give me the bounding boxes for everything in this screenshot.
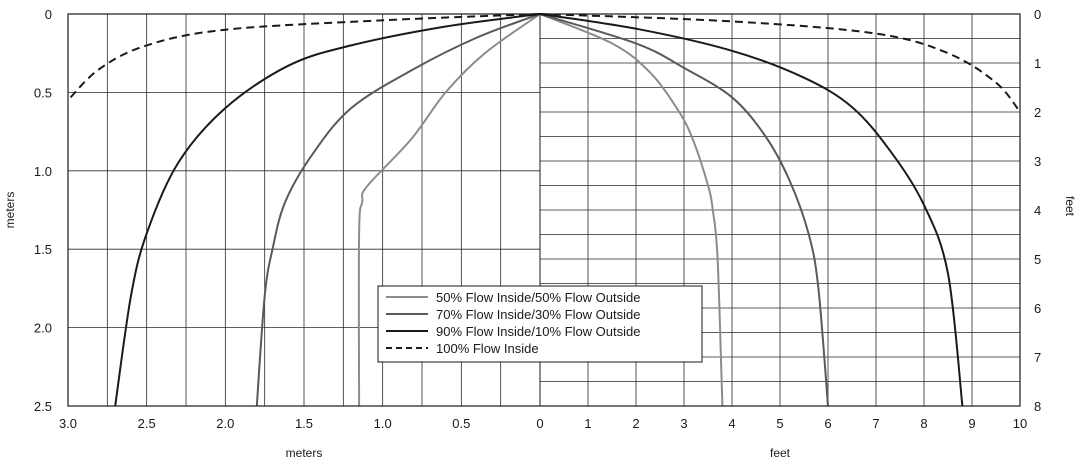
left-y-axis-title: meters [3, 192, 17, 229]
legend-entry-3: 90% Flow Inside/10% Flow Outside [436, 324, 640, 339]
right-y-tick-label: 8 [1034, 399, 1041, 414]
left-y-tick-label: 1.5 [34, 242, 52, 257]
right-y-tick-label: 7 [1034, 350, 1041, 365]
right-y-tick-label: 0 [1034, 7, 1041, 22]
legend-box [377, 285, 703, 363]
series-1-right-line [539, 13, 724, 407]
right-x-tick-label: 8 [920, 416, 927, 431]
series-3-right-line [539, 13, 964, 407]
right-y-tick-label: 3 [1034, 154, 1041, 169]
plot-frame [67, 13, 1021, 407]
tick-labels: 0 0.5 1.0 1.5 2.0 2.5 3.0 2.5 2.0 1.5 1.0 0.5 0 1 2 3 4 5… [34, 7, 1041, 431]
right-x-tick-label: 9 [968, 416, 975, 431]
series-2-right-line [539, 13, 829, 407]
series-4-left-line [67, 13, 541, 101]
left-x-tick-label: 2.5 [138, 416, 156, 431]
right-x-tick-label: 2 [632, 416, 639, 431]
series-4-right-line [539, 13, 1021, 113]
left-x-axis-title: meters [286, 446, 323, 460]
right-y-tick-label: 4 [1034, 203, 1041, 218]
left-y-tick-label: 0 [45, 7, 52, 22]
right-x-tick-label: 4 [728, 416, 735, 431]
left-x-tick-label: 1.0 [374, 416, 392, 431]
right-y-axis-title: feet [1063, 196, 1077, 217]
legend: 50% Flow Inside/50% Flow Outside 70% Flow… [377, 285, 703, 363]
right-x-tick-label: 6 [824, 416, 831, 431]
left-y-tick-label: 2.0 [34, 321, 52, 336]
right-x-axis-title: feet [770, 446, 791, 460]
left-x-tick-label: 1.5 [295, 416, 313, 431]
left-x-tick-label: 3.0 [59, 416, 77, 431]
right-x-tick-label: 10 [1013, 416, 1027, 431]
left-y-tick-label: 2.5 [34, 399, 52, 414]
left-y-tick-label: 0.5 [34, 85, 52, 100]
left-x-tick-label: 0 [536, 416, 543, 431]
series-lines [67, 13, 1021, 407]
grid [68, 14, 1020, 406]
right-x-tick-label: 7 [872, 416, 879, 431]
right-y-tick-label: 6 [1034, 301, 1041, 316]
left-x-tick-label: 0.5 [452, 416, 470, 431]
right-y-tick-label: 5 [1034, 252, 1041, 267]
left-x-tick-label: 2.0 [216, 416, 234, 431]
legend-entry-4: 100% Flow Inside [436, 341, 539, 356]
right-y-tick-label: 1 [1034, 56, 1041, 71]
left-y-tick-label: 1.0 [34, 164, 52, 179]
right-x-tick-label: 5 [776, 416, 783, 431]
series-3-left-line [114, 13, 541, 407]
right-y-tick-label: 2 [1034, 105, 1041, 120]
right-x-tick-label: 1 [584, 416, 591, 431]
legend-entry-1: 50% Flow Inside/50% Flow Outside [436, 290, 640, 305]
series-1-left-line [357, 13, 541, 407]
series-2-left-line [255, 13, 541, 407]
right-x-tick-label: 3 [680, 416, 687, 431]
legend-entry-2: 70% Flow Inside/30% Flow Outside [436, 307, 640, 322]
